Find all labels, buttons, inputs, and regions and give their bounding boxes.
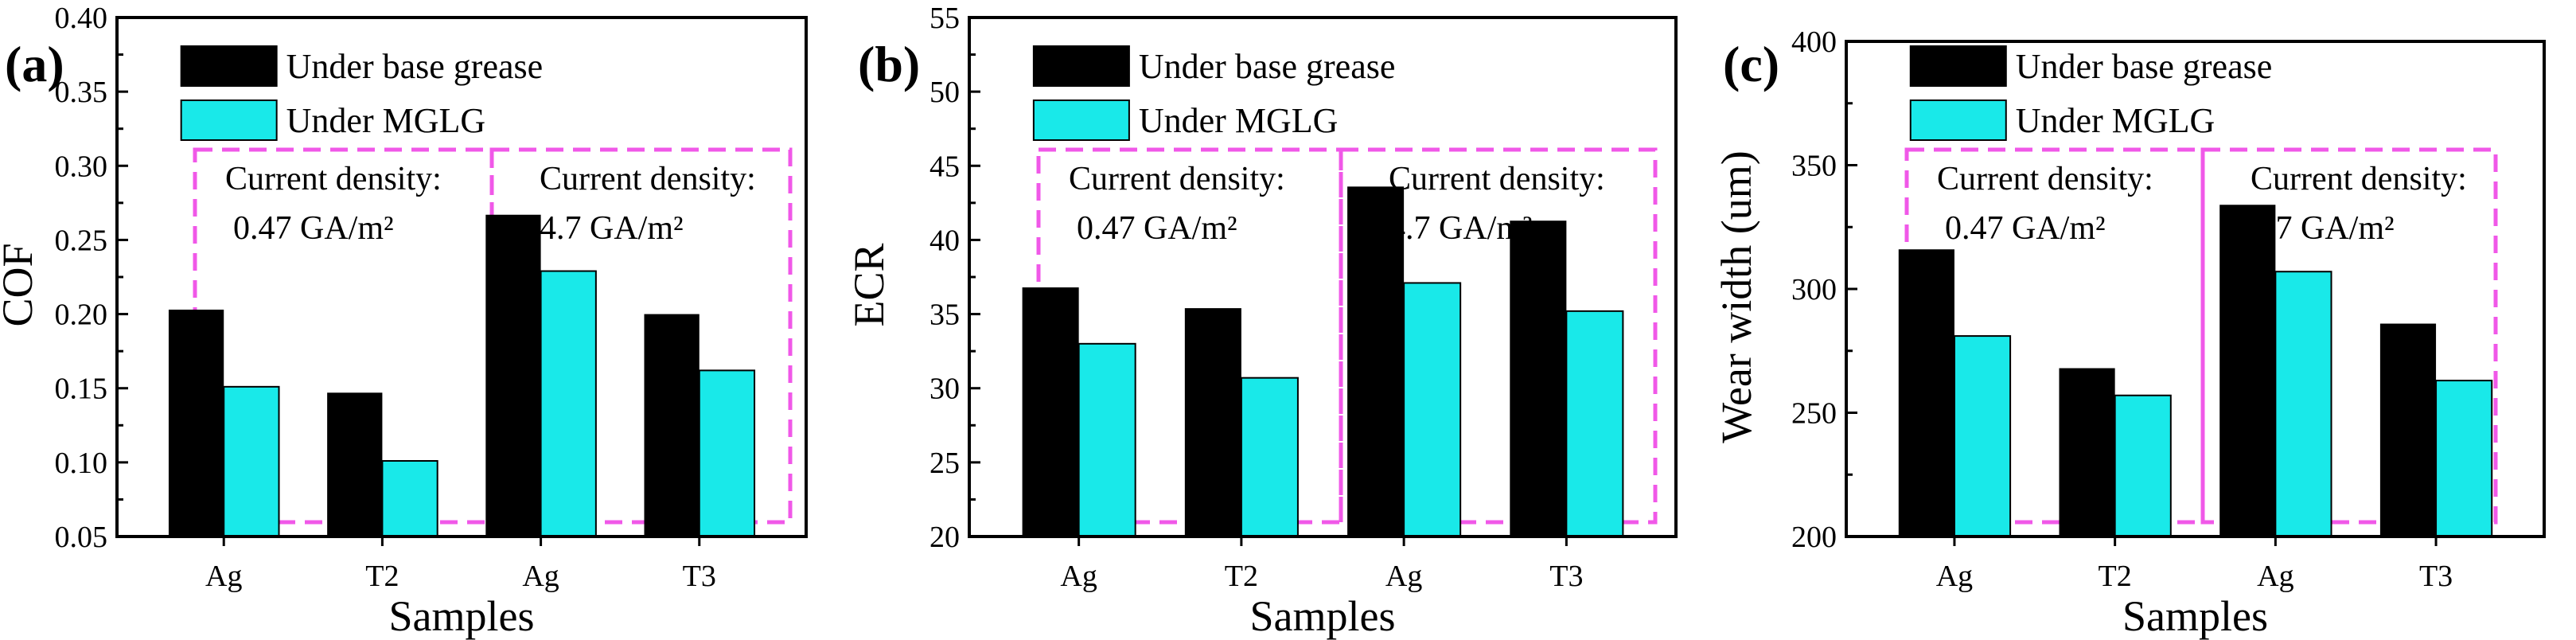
legend-swatch-mglg (180, 100, 278, 141)
y-tick-label: 400 (1791, 25, 1837, 59)
bar-mglg (2435, 380, 2493, 537)
panel-label: (c) (1723, 36, 1779, 92)
legend-label: Under MGLG (2016, 101, 2216, 140)
y-tick-label: 200 (1791, 521, 1837, 554)
bar-base-grease (1898, 249, 1954, 537)
y-tick-label: 0.30 (55, 150, 108, 183)
annotation-value: 4.7 GA/m² (2251, 210, 2395, 247)
annotation-label: Current density: (540, 161, 756, 197)
y-tick-label: 0.40 (55, 2, 108, 35)
bar-base-grease (2219, 205, 2276, 537)
x-axis-title: Samples (1250, 592, 1396, 640)
bar-mglg (698, 369, 756, 537)
x-tick-label: T3 (2419, 560, 2453, 593)
y-tick-label: 0.35 (55, 76, 108, 109)
y-tick-label: 35 (929, 299, 960, 332)
x-tick-label: T3 (1549, 560, 1583, 593)
bar-mglg (1953, 335, 2012, 537)
bar-mglg (1565, 310, 1624, 537)
y-axis-title: COF (0, 243, 41, 326)
y-tick-label: 300 (1791, 273, 1837, 306)
y-axis-title: ECR (845, 243, 893, 326)
bar-base-grease (327, 392, 383, 537)
y-tick-label: 0.05 (55, 521, 108, 554)
bar-mglg (540, 270, 597, 537)
y-tick-label: 30 (929, 373, 960, 406)
annotation-label: Current density: (1389, 161, 1605, 197)
current-density-group-box (1339, 147, 1658, 525)
annotation-value: 4.7 GA/m² (540, 210, 684, 247)
y-tick-label: 0.10 (55, 447, 108, 480)
y-tick-label: 350 (1791, 150, 1837, 183)
x-tick-label: Ag (1936, 560, 1973, 593)
annotation-value: 4.7 GA/m² (1389, 210, 1533, 247)
chart-panel-b: (b) Ag T2 Ag T3 20 25 30 35 40 45 50 55 Samples ECR Und… (845, 2, 1678, 640)
x-tick-label: Ag (205, 560, 242, 593)
x-tick-label: T3 (683, 560, 716, 593)
legend-swatch-base-grease (180, 45, 278, 87)
annotation-value: 0.47 GA/m² (1945, 210, 2106, 247)
x-tick-label: Ag (522, 560, 559, 593)
bar-base-grease (1510, 220, 1567, 537)
chart-panel-a: (a) Ag T2 Ag T3 0.05 0.10 0.15 0.20 0.25 0.30 0.35 0… (0, 2, 808, 640)
legend-label: Under MGLG (1139, 101, 1339, 140)
bar-mglg (2274, 271, 2332, 537)
x-tick-label: T2 (2099, 560, 2132, 593)
bar-mglg (1078, 342, 1136, 538)
legend-label: Under base grease (2016, 47, 2273, 86)
bar-base-grease (1022, 287, 1079, 537)
x-tick-label: T2 (365, 560, 399, 593)
legend-swatch-mglg (1909, 100, 2007, 141)
x-axis-title: Samples (2122, 592, 2268, 640)
y-tick-label: 55 (929, 2, 960, 35)
annotation-label: Current density: (1937, 161, 2153, 197)
legend-label: Under base grease (286, 47, 544, 86)
bar-base-grease (644, 314, 700, 537)
legend-swatch-base-grease (1909, 45, 2007, 87)
bar-base-grease (1184, 308, 1241, 537)
bar-mglg (223, 385, 280, 538)
panel-label: (a) (5, 36, 64, 92)
bar-base-grease (1347, 186, 1405, 537)
x-tick-label: Ag (1385, 560, 1422, 593)
x-axis-title: Samples (389, 592, 535, 640)
bar-base-grease (485, 214, 541, 537)
legend-swatch-mglg (1032, 100, 1130, 141)
bar-base-grease (2059, 368, 2115, 537)
y-tick-label: 50 (929, 76, 960, 109)
y-tick-label: 0.20 (55, 299, 108, 332)
bar-base-grease (168, 309, 224, 537)
x-tick-label: Ag (1060, 560, 1097, 593)
y-tick-label: 0.25 (55, 224, 108, 257)
annotation-label: Current density: (2251, 161, 2467, 197)
y-tick-label: 20 (929, 521, 960, 554)
y-tick-label: 40 (929, 224, 960, 257)
annotation-value: 0.47 GA/m² (1077, 210, 1237, 247)
legend-swatch-base-grease (1032, 45, 1130, 87)
y-tick-label: 45 (929, 150, 960, 183)
annotation-label: Current density: (1069, 161, 1285, 197)
bar-base-grease (2379, 323, 2437, 537)
panel-label: (b) (858, 36, 920, 92)
y-tick-label: 25 (929, 447, 960, 480)
y-tick-label: 250 (1791, 397, 1837, 431)
current-density-group-box (489, 147, 793, 525)
x-tick-label: Ag (2257, 560, 2293, 593)
bar-mglg (1240, 377, 1299, 537)
chart-panel-c: (c) Ag T2 Ag T3 200 250 300 350 400 Samples Wear wi… (1713, 25, 2546, 640)
annotation-label: Current density: (225, 161, 442, 197)
y-tick-label: 0.15 (55, 373, 108, 406)
legend-label: Under base grease (1139, 47, 1396, 86)
x-tick-label: T2 (1225, 560, 1258, 593)
annotation-value: 0.47 GA/m² (233, 210, 394, 247)
bar-mglg (2114, 394, 2172, 538)
bar-mglg (1403, 282, 1462, 537)
current-density-group-box (2200, 147, 2498, 525)
bar-mglg (381, 459, 438, 537)
legend-label: Under MGLG (286, 101, 486, 140)
y-axis-title: Wear width (um) (1713, 150, 1760, 443)
